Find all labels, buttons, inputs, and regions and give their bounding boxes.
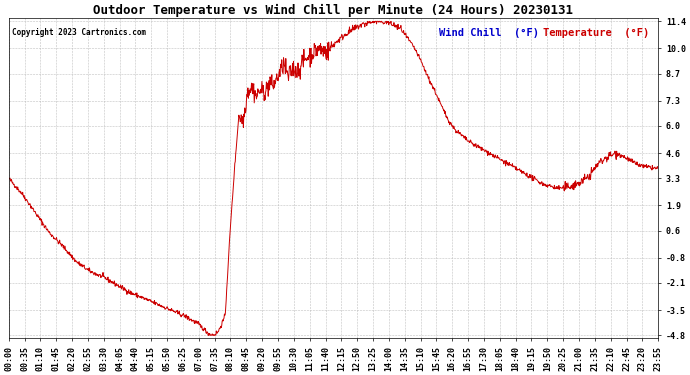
Legend: Wind Chill  (°F), Temperature  (°F): Wind Chill (°F), Temperature (°F): [435, 24, 653, 42]
Title: Outdoor Temperature vs Wind Chill per Minute (24 Hours) 20230131: Outdoor Temperature vs Wind Chill per Mi…: [93, 4, 573, 17]
Text: Copyright 2023 Cartronics.com: Copyright 2023 Cartronics.com: [12, 28, 146, 37]
